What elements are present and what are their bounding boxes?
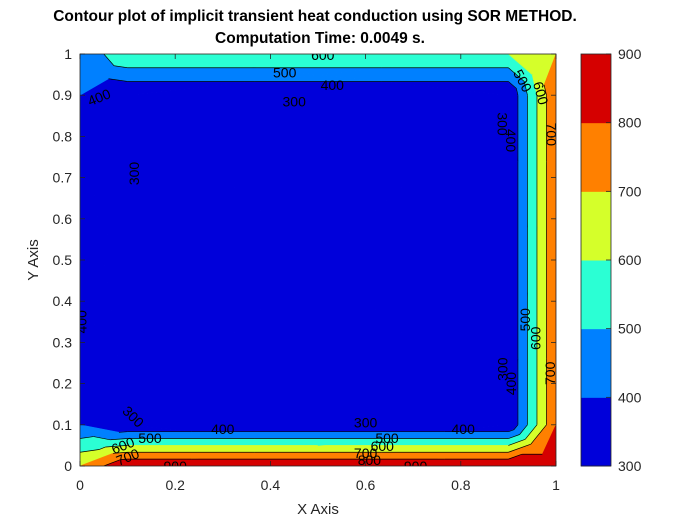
colorbar-segment bbox=[581, 328, 611, 398]
y-tick-label: 0.7 bbox=[53, 170, 73, 186]
contour-line-500 bbox=[519, 424, 528, 435]
colorbar-segment bbox=[581, 54, 611, 124]
contour-line-500 bbox=[508, 434, 520, 439]
contour-label: 300 bbox=[126, 162, 142, 186]
contour-label: 400 bbox=[503, 372, 519, 396]
y-tick-label: 0.8 bbox=[53, 128, 73, 144]
colorbar-segment bbox=[581, 122, 611, 192]
contour-label: 600 bbox=[311, 47, 335, 63]
colorbar-tick-label: 500 bbox=[618, 321, 642, 337]
colorbar-tick-label: 600 bbox=[618, 252, 642, 268]
contour-band-300 bbox=[127, 94, 319, 426]
colorbar-tick-label: 700 bbox=[618, 183, 642, 199]
y-tick-label: 0.5 bbox=[53, 252, 73, 268]
contour-label: 300 bbox=[354, 415, 378, 431]
y-tick-label: 0 bbox=[64, 458, 72, 474]
plot-area: 6005004003004003004005006003004007008005… bbox=[73, 47, 559, 474]
contour-label: 600 bbox=[528, 326, 544, 350]
contour-band-400 bbox=[80, 54, 105, 96]
y-tick-label: 1 bbox=[64, 46, 72, 62]
contour-fills bbox=[80, 54, 556, 466]
x-tick-label: 0 bbox=[76, 477, 84, 493]
contour-line-800 bbox=[103, 459, 121, 466]
contour-label: 400 bbox=[503, 129, 519, 153]
x-axis-label: X Axis bbox=[297, 501, 339, 518]
contour-line-700 bbox=[112, 451, 128, 454]
contour-line-500 bbox=[508, 67, 525, 82]
x-axis: 0 0.2 0.4 0.6 0.8 1 bbox=[76, 54, 560, 493]
contour-line-500 bbox=[110, 438, 128, 441]
contour-line-500 bbox=[523, 81, 528, 96]
contour-label: 500 bbox=[375, 430, 399, 446]
colorbar-tick-label: 300 bbox=[618, 458, 642, 474]
colorbar-tick-label: 400 bbox=[618, 389, 642, 405]
contour-label: 400 bbox=[211, 421, 235, 437]
chart-subtitle: Computation Time: 0.0049 s. bbox=[215, 30, 425, 47]
y-axis-label: Y Axis bbox=[25, 239, 42, 280]
x-tick-label: 0.6 bbox=[356, 477, 376, 493]
contour-label: 800 bbox=[358, 452, 382, 468]
contour-line-500 bbox=[103, 54, 115, 67]
y-tick-label: 0.9 bbox=[53, 87, 73, 103]
contour-line-400 bbox=[508, 429, 515, 432]
contour-band-300 bbox=[80, 95, 105, 425]
contour-band-600 bbox=[508, 54, 533, 75]
contour-label: 500 bbox=[273, 65, 297, 81]
x-tick-label: 0.8 bbox=[451, 477, 471, 493]
y-tick-label: 0.6 bbox=[53, 211, 73, 227]
contour-label: 700 bbox=[542, 361, 558, 385]
contour-label: 700 bbox=[543, 123, 559, 147]
contour-line-700 bbox=[530, 424, 547, 445]
contour-label: 700 bbox=[114, 445, 142, 469]
y-axis: 0 0.1 0.2 0.3 0.4 0.5 0.6 0.7 0.8 0.9 1 bbox=[53, 46, 556, 474]
contour-line-800 bbox=[508, 453, 523, 460]
contour-label: 500 bbox=[138, 430, 162, 446]
x-tick-label: 0.4 bbox=[261, 477, 281, 493]
contour-line-600 bbox=[80, 449, 100, 453]
contour-line-400 bbox=[508, 81, 517, 89]
contour-label: 500 bbox=[517, 308, 533, 332]
colorbar-segment bbox=[581, 191, 611, 261]
contour-band-800 bbox=[542, 424, 556, 466]
y-tick-label: 0.2 bbox=[53, 376, 73, 392]
contour-lines bbox=[80, 54, 547, 466]
contour-label: 400 bbox=[452, 421, 476, 437]
contour-line-600 bbox=[508, 439, 526, 446]
colorbar-segment bbox=[581, 397, 611, 467]
contour-line-400 bbox=[515, 88, 519, 96]
colorbar-tick-label: 800 bbox=[618, 115, 642, 131]
colorbar-segment bbox=[581, 260, 611, 330]
contour-label: 400 bbox=[321, 77, 345, 93]
x-tick-label: 1 bbox=[552, 477, 560, 493]
contour-label: 300 bbox=[283, 93, 307, 109]
contour-line-700 bbox=[508, 443, 531, 453]
colorbar-tick-label: 900 bbox=[618, 46, 642, 62]
colorbar: 300 400 500 600 700 800 900 bbox=[580, 46, 642, 474]
chart-title: Contour plot of implicit transient heat … bbox=[53, 8, 577, 25]
contour-label: 300 bbox=[495, 112, 511, 136]
contour-label: 400 bbox=[73, 310, 89, 334]
contour-label: 700 bbox=[354, 445, 378, 461]
contour-line-500 bbox=[113, 65, 128, 69]
y-tick-label: 0.4 bbox=[53, 293, 73, 309]
contour-band-700 bbox=[543, 54, 556, 96]
contour-line-600 bbox=[105, 445, 128, 448]
y-tick-label: 0.3 bbox=[53, 334, 73, 350]
y-tick-label: 0.1 bbox=[53, 417, 73, 433]
contour-label: 600 bbox=[530, 80, 552, 107]
contour-label: 900 bbox=[404, 458, 428, 474]
contour-line-400 bbox=[513, 424, 519, 430]
contour-line-500 bbox=[93, 436, 111, 441]
contour-line-600 bbox=[524, 424, 538, 440]
contour-line-800 bbox=[120, 458, 128, 461]
contour-line-500 bbox=[80, 436, 94, 439]
contour-line-400 bbox=[118, 431, 128, 433]
contour-line-700 bbox=[543, 84, 547, 96]
x-tick-label: 0.2 bbox=[165, 477, 185, 493]
contour-line-400 bbox=[108, 78, 128, 82]
contour-line-600 bbox=[98, 446, 106, 450]
contour-label: 600 bbox=[371, 438, 395, 454]
contour-label: 300 bbox=[495, 357, 511, 381]
